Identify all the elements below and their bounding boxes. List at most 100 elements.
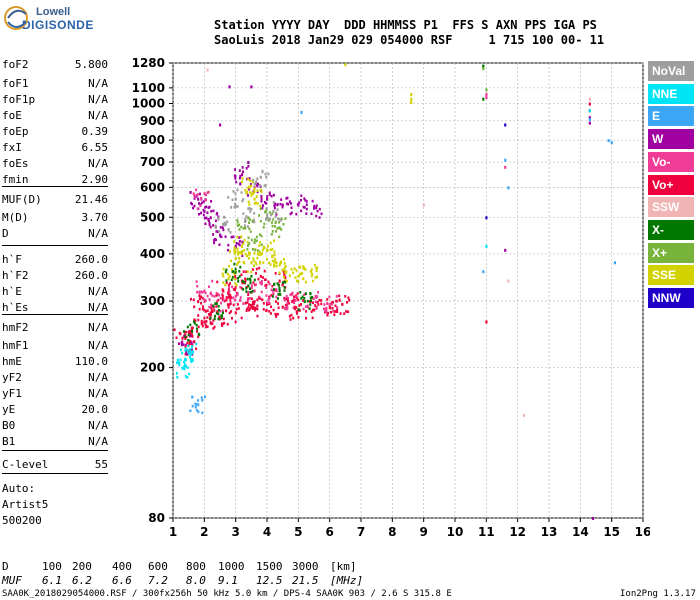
trace-dot-w (266, 195, 269, 198)
trace-dot-noval (269, 217, 272, 221)
trace-dot-vo (254, 306, 257, 310)
trace-dot-vo (325, 306, 328, 310)
trace-dot-noval (256, 177, 259, 181)
trace-dot-vo (201, 307, 204, 311)
trace-dot-x (192, 320, 195, 324)
footer-distance-row: D 100 200 400 600 800 1000 1500 3000 [km] (2, 560, 402, 574)
trace-dot-x (242, 288, 245, 291)
trace-dot-vo (240, 286, 243, 290)
trace-dot-noval (233, 205, 236, 209)
trace-dot-sse (254, 261, 257, 264)
distance-value: 600 (148, 560, 168, 573)
trace-dot-nne (182, 360, 185, 364)
trace-dot-x (255, 239, 258, 243)
trace-dot-x (245, 286, 248, 290)
trace-dot-noval (216, 216, 219, 220)
trace-dot-x (260, 243, 263, 246)
param-label: h`F (2, 253, 22, 266)
trace-dot-vo (200, 301, 203, 305)
trace-dot-vo (229, 282, 232, 285)
trace-dot-w (177, 342, 180, 346)
trace-dot-vo (206, 294, 209, 298)
trace-dot-vo (210, 303, 213, 307)
trace-dot-vo (320, 299, 323, 302)
trace-dot-vo (334, 304, 337, 308)
trace-dot-x (280, 217, 283, 221)
param-row-ye: yE 20.0 (2, 403, 108, 417)
data-point-noval (234, 197, 237, 201)
trace-dot-vo (209, 313, 212, 317)
trace-dot-sse (236, 263, 239, 266)
trace-dot-vo (211, 310, 214, 313)
distance-value: 100 (42, 560, 62, 573)
param-label: fmin (2, 173, 29, 186)
trace-dot-sse (259, 188, 262, 192)
param-value: 21.46 (74, 193, 108, 206)
trace-dot-x (238, 228, 241, 231)
trace-dot-w (230, 235, 233, 239)
trace-dot-vo (200, 196, 203, 200)
data-point-sse (234, 257, 237, 261)
trace-dot-w (305, 207, 308, 211)
trace-dot-w (288, 200, 291, 203)
trace-dot-noval (229, 231, 232, 234)
legend-item-x-: X- (648, 219, 694, 240)
trace-dot-e (203, 395, 206, 399)
data-point-w (228, 85, 231, 89)
trace-dot-vo (234, 298, 237, 302)
trace-dot-vo (289, 293, 292, 297)
x-tick-label: 5 (294, 525, 302, 539)
trace-dot-x (234, 271, 237, 274)
trace-dot-nne (175, 372, 178, 375)
trace-dot-x (195, 323, 198, 327)
trace-dot-x (255, 235, 258, 239)
trace-dot-vo (189, 297, 192, 301)
param-label: yE (2, 403, 16, 416)
trace-dot-w (202, 200, 205, 203)
data-point-vo (341, 302, 344, 306)
trace-dot-x (278, 226, 281, 229)
data-point-nne (588, 109, 591, 113)
trace-dot-vo (283, 298, 286, 302)
param-label: foE (2, 109, 22, 122)
data-point-x (253, 241, 256, 245)
footer-version: Ion2Png 1.3.17 (620, 589, 696, 599)
trace-dot-vo (307, 305, 310, 309)
trace-dot-e (196, 409, 199, 412)
trace-dot-vo (247, 305, 250, 309)
trace-dot-vo (288, 302, 291, 305)
trace-dot-vo (230, 310, 233, 313)
trace-dot-vo (197, 335, 200, 339)
trace-dot-vo (270, 305, 273, 309)
trace-dot-vo (221, 322, 224, 326)
trace-dot-sse (248, 256, 251, 260)
param-label: foF2 (2, 58, 29, 71)
trace-dot-vo (205, 310, 208, 313)
data-point-w (209, 216, 212, 220)
data-point-w (197, 197, 200, 201)
trace-dot-vo (290, 313, 293, 317)
distance-value: 200 (72, 560, 92, 573)
trace-dot-x (271, 230, 274, 233)
trace-dot-vo (188, 341, 191, 344)
trace-dot-sse (274, 257, 277, 261)
param-value: 260.0 (74, 269, 108, 282)
trace-dot-vo (275, 289, 278, 293)
param-separator (2, 186, 108, 187)
muf-value: 6.6 (112, 574, 132, 587)
trace-dot-nne (178, 363, 181, 367)
trace-dot-x (238, 223, 241, 227)
trace-dot-noval (244, 217, 247, 221)
data-point-w (281, 203, 284, 207)
logo-icon (4, 6, 28, 30)
trace-dot-vo (291, 291, 294, 295)
x-tick-label: 13 (541, 525, 558, 539)
data-point-e (588, 117, 591, 121)
param-value: N/A (88, 93, 108, 106)
trace-dot-x (282, 223, 285, 226)
trace-dot-x (217, 317, 220, 321)
trace-dot-vo (211, 322, 214, 325)
trace-dot-w (203, 216, 206, 220)
trace-dot-vo (173, 328, 176, 332)
trace-dot-noval (242, 212, 245, 215)
